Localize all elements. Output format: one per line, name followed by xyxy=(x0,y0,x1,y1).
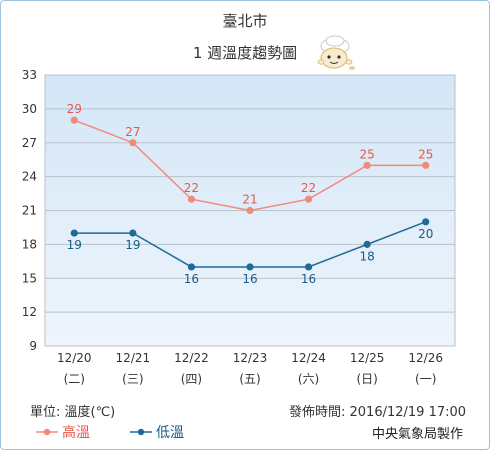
x-tick-weekday-5: (日) xyxy=(356,372,377,386)
legend-marker-low xyxy=(130,428,152,436)
data-point-0-3 xyxy=(246,206,254,215)
legend-item-high[interactable]: 高溫 xyxy=(36,422,90,442)
data-point-1-5 xyxy=(363,240,371,248)
legend-item-low[interactable]: 低溫 xyxy=(130,422,184,442)
y-tick-label-24: 24 xyxy=(22,170,37,184)
data-label-0-4: 22 xyxy=(301,181,316,195)
data-label-0-6: 25 xyxy=(418,147,433,161)
data-label-1-6: 20 xyxy=(418,227,433,241)
data-label-1-2: 16 xyxy=(184,272,199,286)
data-label-0-1: 27 xyxy=(125,125,140,139)
y-tick-label-21: 21 xyxy=(22,204,37,218)
y-tick-label-18: 18 xyxy=(22,237,37,251)
weather-mascot-icon xyxy=(317,35,355,70)
data-point-0-5 xyxy=(363,161,371,169)
x-tick-weekday-0: (二) xyxy=(64,372,85,386)
x-tick-weekday-6: (一) xyxy=(415,372,436,386)
data-label-1-0: 19 xyxy=(67,238,82,252)
data-label-1-5: 18 xyxy=(360,249,375,263)
data-point-0-4 xyxy=(304,195,313,203)
legend-label-low: 低溫 xyxy=(156,425,184,441)
data-point-1-3 xyxy=(246,263,254,271)
legend-marker-high xyxy=(36,428,58,436)
data-point-1-2 xyxy=(187,263,196,271)
data-point-1-6 xyxy=(422,218,430,226)
x-tick-weekday-1: (三) xyxy=(122,372,143,386)
publish-time: 發佈時間: 2016/12/19 17:00 xyxy=(289,405,467,420)
x-tick-weekday-4: (六) xyxy=(298,372,319,386)
data-label-1-1: 19 xyxy=(125,238,140,252)
y-tick-label-9: 9 xyxy=(29,339,37,353)
x-tick-label-3: 12/23 xyxy=(233,351,268,365)
unit-label: 單位: 溫度(℃) xyxy=(30,405,116,420)
legend-label-high: 高溫 xyxy=(62,425,90,441)
y-tick-label-30: 30 xyxy=(22,102,37,116)
data-label-0-2: 22 xyxy=(184,181,199,195)
data-label-0-0: 29 xyxy=(67,102,82,116)
data-label-0-5: 25 xyxy=(360,147,375,161)
data-label-1-4: 16 xyxy=(301,272,316,286)
x-tick-weekday-3: (五) xyxy=(239,372,260,386)
x-tick-label-0: 12/20 xyxy=(57,351,92,365)
data-point-0-1 xyxy=(129,139,137,147)
data-label-1-3: 16 xyxy=(242,272,257,286)
y-tick-label-15: 15 xyxy=(22,271,37,285)
x-tick-label-4: 12/24 xyxy=(291,351,326,365)
data-point-1-4 xyxy=(304,263,313,271)
y-tick-label-33: 33 xyxy=(22,68,37,82)
data-point-0-2 xyxy=(187,195,196,203)
data-point-0-6 xyxy=(422,161,430,169)
data-label-0-3: 21 xyxy=(242,193,257,207)
x-tick-label-6: 12/26 xyxy=(408,351,443,365)
y-tick-label-27: 27 xyxy=(22,136,37,150)
x-tick-weekday-2: (四) xyxy=(181,372,202,386)
x-tick-label-2: 12/22 xyxy=(174,351,209,365)
data-point-0-0 xyxy=(70,116,78,124)
x-tick-label-1: 12/21 xyxy=(116,351,151,365)
x-tick-label-5: 12/25 xyxy=(350,351,385,365)
agency-credit: 中央氣象局製作 xyxy=(372,427,464,442)
data-point-1-0 xyxy=(70,229,78,237)
y-tick-label-12: 12 xyxy=(22,305,37,319)
data-point-1-1 xyxy=(129,229,137,237)
chart-title-city: 臺北市 xyxy=(222,12,268,30)
chart-subtitle: 1 週溫度趨勢圖 xyxy=(192,44,298,62)
